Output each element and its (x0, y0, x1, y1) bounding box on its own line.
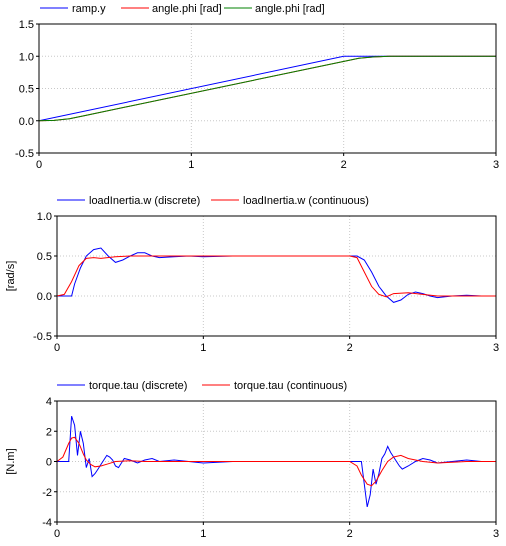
y-tick-label: 0.0 (37, 291, 52, 303)
x-tick-label: 1 (200, 528, 206, 540)
y-tick-label: -0.5 (33, 331, 52, 343)
plot-area (57, 216, 496, 336)
y-tick-label: 0.0 (19, 116, 34, 128)
x-tick-label: 3 (493, 159, 499, 171)
y-axis-label: [N.m] (5, 448, 17, 474)
legend-label: torque.tau (continuous) (234, 380, 347, 392)
x-tick-label: 3 (493, 342, 499, 354)
plot-frame (38, 23, 497, 154)
x-tick-label: 3 (493, 528, 499, 540)
series-line-2 (56, 436, 496, 487)
x-tick-label: 1 (188, 159, 194, 171)
legend-label: loadInertia.w (discrete) (89, 195, 200, 207)
y-tick-label: -4 (42, 517, 52, 529)
legend-label: torque.tau (discrete) (89, 380, 187, 392)
y-tick-label: -2 (42, 487, 52, 499)
x-tick-label: 1 (200, 342, 206, 354)
y-tick-label: -0.5 (15, 148, 34, 160)
legend-label: ramp.y (72, 3, 106, 15)
y-tick-label: 0.5 (37, 251, 52, 263)
x-tick-label: 0 (54, 342, 60, 354)
y-tick-label: 0 (46, 457, 52, 469)
x-tick-label: 0 (36, 159, 42, 171)
plot-frame (56, 215, 497, 337)
y-tick-label: 1.0 (19, 51, 34, 63)
y-tick-label: 0.5 (19, 84, 34, 96)
legend-label: angle.phi [rad] (152, 3, 222, 15)
series-line-3 (38, 55, 496, 122)
plot-frame (56, 400, 497, 523)
chart-3: -4 -2 0 2 4 0 1 2 3 [N.m] torque.tau (discrete) tor… (5, 380, 499, 540)
x-tick-label: 2 (347, 528, 353, 540)
y-axis-label: [rad/s] (5, 261, 17, 292)
legend-label: angle.phi [rad] (255, 3, 325, 15)
chart-2: -0.5 0.0 0.5 1.0 0 1 2 3 [rad/s] loadInertia.w (d… (5, 195, 499, 354)
x-tick-label: 2 (347, 342, 353, 354)
y-tick-label: 4 (46, 396, 52, 408)
y-tick-label: 1.5 (19, 19, 34, 31)
y-tick-label: 2 (46, 426, 52, 438)
chart-1: -0.5 0.0 0.5 1.0 1.5 0 1 2 3 ramp.y angle.phi [rad… (15, 3, 499, 171)
y-tick-label: 1.0 (37, 211, 52, 223)
x-tick-label: 2 (341, 159, 347, 171)
x-tick-label: 0 (54, 528, 60, 540)
series-line-2 (56, 255, 496, 298)
legend-label: loadInertia.w (continuous) (243, 195, 369, 207)
